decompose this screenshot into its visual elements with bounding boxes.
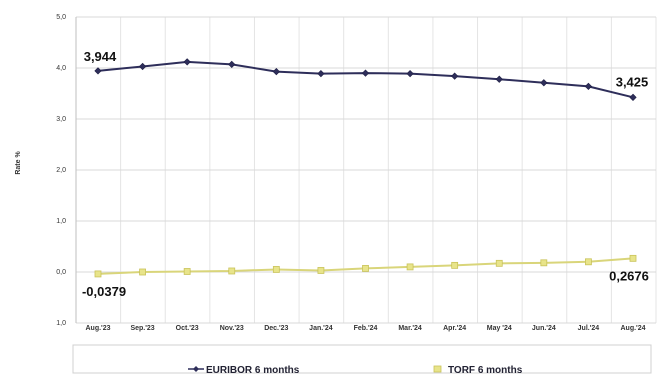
series-point [540, 259, 548, 267]
data-label: -0,0379 [82, 284, 126, 299]
y-axis-ticks: 5,0 4,0 3,0 2,0 1,0 0,0 1,0 [56, 14, 66, 327]
series-point [362, 265, 369, 272]
series-point [451, 72, 459, 80]
x-tick-label: Jun.'24 [532, 325, 556, 332]
legend-label: EURIBOR 6 months [206, 365, 300, 376]
data-label: 3,425 [616, 74, 649, 89]
series-point [629, 93, 637, 101]
legend-diamond-icon [193, 366, 199, 372]
data-label: 0,2676 [609, 268, 649, 283]
series-point [138, 62, 147, 71]
series-point [540, 79, 548, 87]
series-point [585, 258, 592, 266]
series-point [183, 268, 191, 275]
series-point [139, 268, 146, 276]
chart-series [94, 58, 637, 278]
x-tick-label: May '24 [487, 325, 512, 332]
y-tick-label: 1,0 [56, 320, 66, 327]
series-point [183, 58, 191, 66]
series-line [97, 60, 634, 99]
data-labels: 3,944 3,425 -0,0379 0,2676 [82, 49, 649, 299]
series-point [584, 82, 593, 90]
x-tick-label: Jul.'24 [578, 325, 600, 332]
series-point [272, 67, 280, 76]
series-point [406, 69, 414, 78]
x-tick-label: Oct.'23 [176, 325, 199, 332]
series-point [228, 60, 236, 69]
series-point [495, 75, 503, 83]
x-tick-label: Dec.'23 [264, 325, 288, 332]
series-point [451, 261, 459, 269]
series-point [94, 67, 102, 75]
series-point [361, 69, 370, 77]
series-point [629, 254, 637, 262]
y-tick-label: 2,0 [56, 167, 66, 174]
y-tick-label: 0,0 [56, 269, 66, 276]
series-point [228, 267, 236, 275]
x-tick-label: Jan.'24 [309, 325, 333, 332]
x-tick-label: Apr.'24 [443, 325, 466, 332]
x-tick-label: Nov.'23 [220, 325, 244, 332]
legend-square-icon [433, 365, 442, 373]
legend-label: TORF 6 months [448, 365, 523, 376]
series-point [317, 69, 325, 78]
y-tick-label: 5,0 [56, 14, 66, 21]
y-tick-label: 3,0 [56, 116, 66, 123]
series-point [317, 267, 325, 274]
series-point [495, 259, 503, 267]
legend-box [72, 344, 652, 374]
chart-grid [75, 16, 657, 324]
chart-legend: EURIBOR 6 months TORF 6 months [72, 344, 652, 376]
y-tick-label: 4,0 [56, 65, 66, 72]
series-point [272, 266, 280, 273]
series-point [94, 270, 102, 278]
x-tick-label: Mar.'24 [398, 325, 422, 332]
data-label: 3,944 [84, 49, 117, 64]
x-tick-label: Aug.'24 [620, 325, 645, 332]
series-point [406, 263, 414, 271]
x-tick-label: Aug.'23 [85, 325, 110, 332]
y-axis-label: Rate % [15, 151, 22, 175]
x-tick-label: Feb.'24 [354, 325, 378, 332]
x-axis-ticks: Aug.'23 Sep.'23 Oct.'23 Nov.'23 Dec.'23 Jan.'… [85, 325, 645, 332]
x-tick-label: Sep.'23 [130, 325, 154, 332]
y-tick-label: 1,0 [56, 218, 66, 225]
